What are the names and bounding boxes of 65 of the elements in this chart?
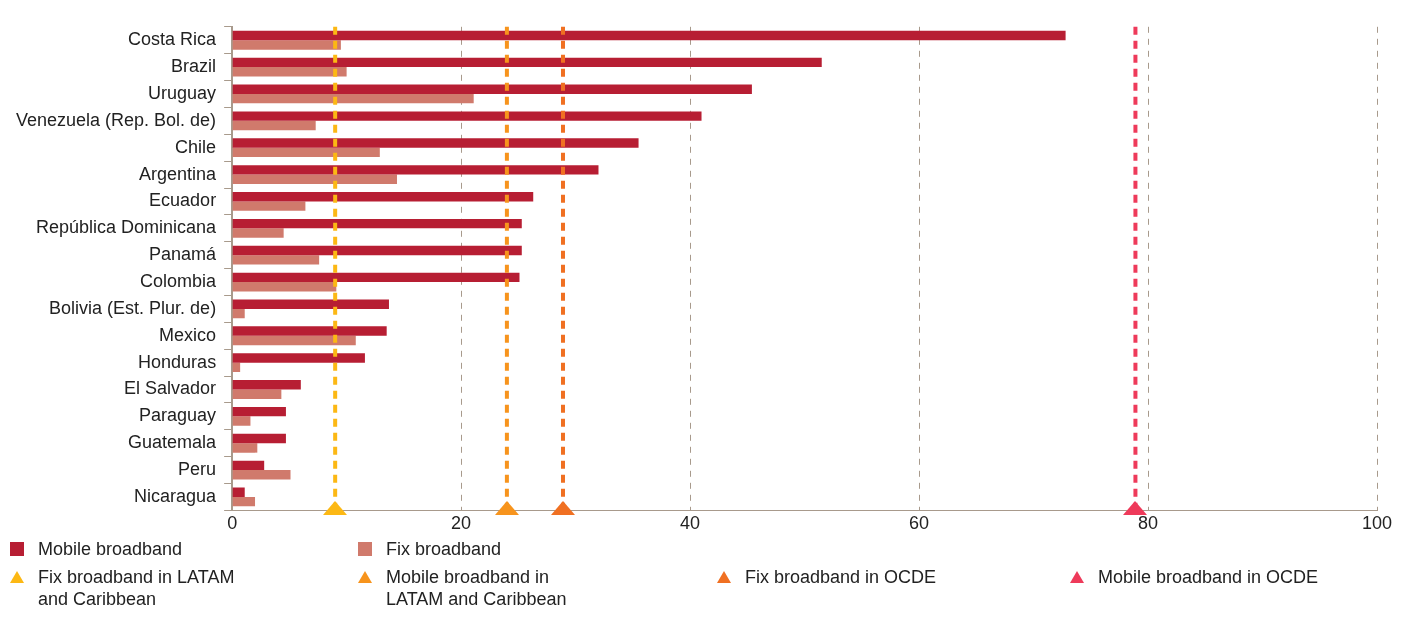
bar	[232, 40, 341, 50]
x-tick-label: 0	[227, 513, 238, 534]
bar	[232, 460, 265, 471]
bar	[232, 335, 356, 346]
y-tick-label: Venezuela (Rep. Bol. de)	[15, 109, 217, 130]
bar	[232, 120, 316, 131]
y-tick-label: Mexico	[159, 324, 217, 345]
bar	[232, 255, 320, 265]
bar	[232, 380, 301, 390]
x-tick-label: 40	[680, 513, 701, 534]
bar	[232, 272, 520, 283]
bar	[232, 218, 522, 229]
y-tick-label: República Dominicana	[36, 217, 218, 238]
bar	[232, 138, 639, 148]
legend-label: Mobile broadband in OCDE	[1098, 566, 1319, 588]
y-tick-label: Guatemala	[128, 432, 218, 453]
bar	[232, 326, 387, 336]
bar	[232, 433, 286, 444]
bar	[232, 228, 284, 238]
y-tick-label: Peru	[178, 459, 217, 480]
y-tick-label: Colombia	[140, 271, 218, 291]
bar	[232, 470, 291, 480]
y-tick-label: Ecuador	[149, 190, 217, 211]
bar	[232, 147, 380, 158]
legend-label: Mobile broadband in LATAM and Caribbean	[386, 566, 568, 610]
y-tick-label: Argentina	[139, 163, 218, 184]
bar	[232, 245, 522, 256]
x-tick-label: 20	[451, 513, 472, 534]
bar	[232, 353, 365, 363]
y-tick-label: El Salvador	[124, 378, 217, 399]
bar	[232, 416, 251, 426]
y-tick-label: Costa Rica	[128, 29, 218, 50]
bar	[232, 174, 397, 184]
bar	[232, 406, 286, 417]
bar	[232, 67, 347, 77]
bar	[232, 308, 245, 319]
bar	[232, 389, 282, 399]
legend-label: Fix broadband	[386, 538, 502, 560]
bar	[232, 165, 599, 175]
bar	[232, 111, 702, 121]
legend-label: Mobile broadband	[38, 538, 183, 560]
bar	[232, 201, 306, 211]
y-tick-label: Chile	[175, 136, 217, 157]
bar	[232, 299, 389, 309]
bar	[232, 443, 258, 453]
bar	[232, 30, 1066, 41]
y-tick-label: Nicaragua	[134, 485, 218, 506]
bar	[232, 496, 256, 507]
bar	[232, 93, 474, 104]
y-tick-label: Bolivia (Est. Plur. de)	[49, 297, 217, 318]
bar	[232, 84, 752, 94]
bar	[232, 192, 534, 202]
bar	[232, 57, 822, 68]
y-tick-label: Paraguay	[139, 405, 217, 426]
x-tick-label: 80	[1138, 513, 1159, 534]
y-tick-label: Honduras	[138, 351, 217, 372]
bar	[232, 487, 245, 497]
y-tick-label: Brazil	[171, 56, 217, 77]
y-tick-label: Uruguay	[148, 82, 217, 103]
y-tick-label: Panamá	[149, 244, 218, 265]
x-tick-label: 60	[909, 513, 930, 534]
bar	[232, 282, 337, 292]
x-tick-label: 100	[1361, 513, 1393, 534]
legend-label: Fix broadband in OCDE	[745, 566, 937, 588]
legend-label: Fix broadband in LATAM and Caribbean	[38, 566, 236, 610]
